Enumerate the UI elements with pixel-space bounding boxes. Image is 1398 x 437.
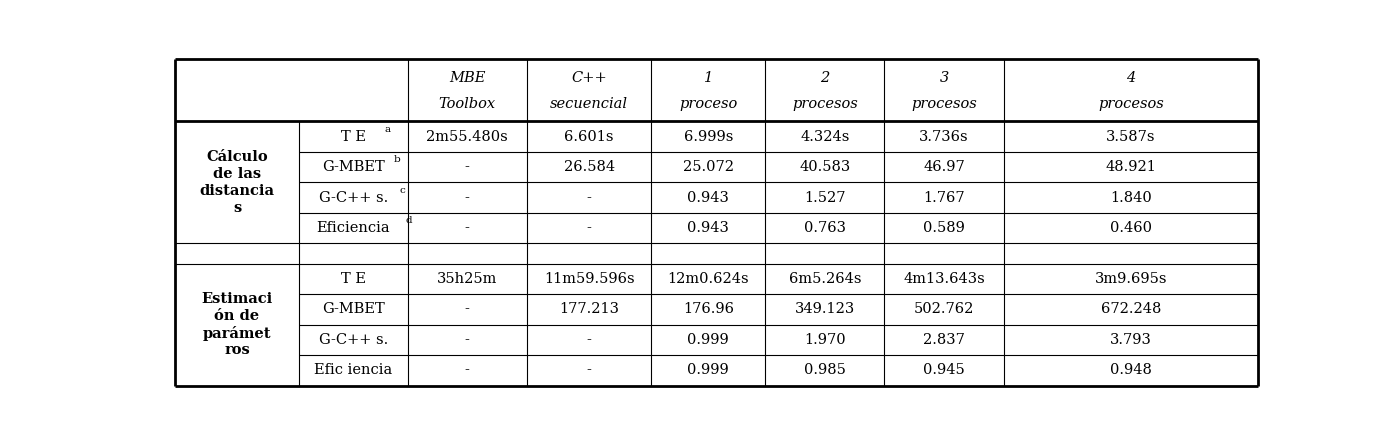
Text: 0.999: 0.999: [688, 333, 730, 347]
Text: Estimaci
ón de
parámet
ros: Estimaci ón de parámet ros: [201, 292, 273, 357]
Text: 0.999: 0.999: [688, 363, 730, 377]
Text: 1.970: 1.970: [804, 333, 846, 347]
Text: 26.584: 26.584: [563, 160, 615, 174]
Text: Toolbox: Toolbox: [439, 97, 496, 111]
Text: secuencial: secuencial: [551, 97, 628, 111]
Text: 40.583: 40.583: [800, 160, 850, 174]
Text: 46.97: 46.97: [923, 160, 965, 174]
Text: 4m13.643s: 4m13.643s: [903, 272, 984, 286]
Text: 6m5.264s: 6m5.264s: [788, 272, 861, 286]
Text: 3.587s: 3.587s: [1106, 130, 1156, 144]
Text: 3m9.695s: 3m9.695s: [1095, 272, 1167, 286]
Text: -: -: [587, 363, 591, 377]
Text: -: -: [587, 333, 591, 347]
Text: 1.767: 1.767: [923, 191, 965, 205]
Text: T E: T E: [341, 272, 366, 286]
Text: 3.793: 3.793: [1110, 333, 1152, 347]
Text: -: -: [466, 160, 470, 174]
Text: Efic iencia: Efic iencia: [315, 363, 393, 377]
Text: G-C++ s.: G-C++ s.: [319, 191, 389, 205]
Text: 0.943: 0.943: [688, 221, 730, 235]
Text: 4.324s: 4.324s: [800, 130, 850, 144]
Text: c: c: [400, 186, 405, 194]
Text: 0.945: 0.945: [923, 363, 965, 377]
Text: b: b: [393, 155, 400, 164]
Text: 35h25m: 35h25m: [438, 272, 498, 286]
Text: 0.763: 0.763: [804, 221, 846, 235]
Text: procesos: procesos: [911, 97, 977, 111]
Text: 1.527: 1.527: [804, 191, 846, 205]
Text: -: -: [466, 363, 470, 377]
Text: G-MBET: G-MBET: [322, 302, 384, 316]
Text: 3: 3: [939, 71, 949, 85]
Text: -: -: [466, 191, 470, 205]
Text: 3.736s: 3.736s: [920, 130, 969, 144]
Text: 672.248: 672.248: [1100, 302, 1162, 316]
Text: -: -: [466, 221, 470, 235]
Text: Cálculo
de las
distancia
s: Cálculo de las distancia s: [200, 150, 274, 215]
Text: 2.837: 2.837: [923, 333, 965, 347]
Text: 177.213: 177.213: [559, 302, 619, 316]
Text: 0.948: 0.948: [1110, 363, 1152, 377]
Text: procesos: procesos: [1097, 97, 1163, 111]
Text: 48.921: 48.921: [1106, 160, 1156, 174]
Text: d: d: [405, 216, 412, 225]
Text: 0.943: 0.943: [688, 191, 730, 205]
Text: -: -: [587, 191, 591, 205]
Text: 0.985: 0.985: [804, 363, 846, 377]
Text: 6.601s: 6.601s: [565, 130, 614, 144]
Text: 2m55.480s: 2m55.480s: [426, 130, 507, 144]
Text: Eficiencia: Eficiencia: [317, 221, 390, 235]
Text: 25.072: 25.072: [682, 160, 734, 174]
Text: 4: 4: [1127, 71, 1135, 85]
Text: 349.123: 349.123: [794, 302, 856, 316]
Text: 12m0.624s: 12m0.624s: [667, 272, 749, 286]
Text: C++: C++: [572, 71, 607, 85]
Text: procesos: procesos: [791, 97, 858, 111]
Text: -: -: [587, 221, 591, 235]
Text: -: -: [466, 302, 470, 316]
Text: a: a: [384, 125, 390, 134]
Text: 502.762: 502.762: [914, 302, 974, 316]
Text: 2: 2: [821, 71, 829, 85]
Text: proceso: proceso: [679, 97, 738, 111]
Text: 176.96: 176.96: [682, 302, 734, 316]
Text: 0.460: 0.460: [1110, 221, 1152, 235]
Text: 6.999s: 6.999s: [684, 130, 733, 144]
Text: G-C++ s.: G-C++ s.: [319, 333, 389, 347]
Text: 11m59.596s: 11m59.596s: [544, 272, 635, 286]
Text: 0.589: 0.589: [923, 221, 965, 235]
Text: -: -: [466, 333, 470, 347]
Text: T E: T E: [341, 130, 366, 144]
Text: 1.840: 1.840: [1110, 191, 1152, 205]
Text: MBE: MBE: [449, 71, 485, 85]
Text: 1: 1: [703, 71, 713, 85]
Text: G-MBET: G-MBET: [322, 160, 384, 174]
